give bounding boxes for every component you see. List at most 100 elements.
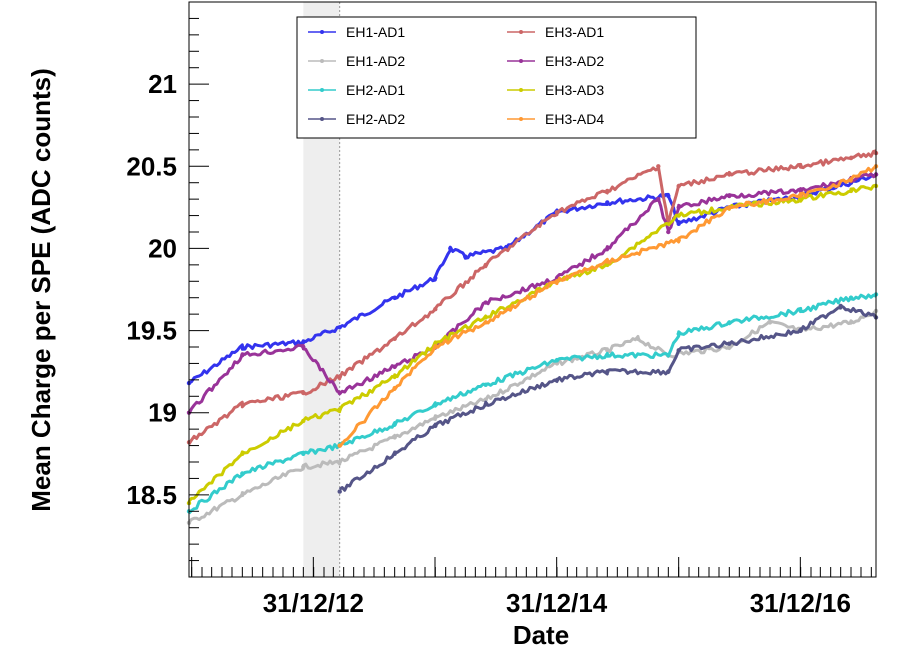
series-line-eh2-ad1 [187,293,877,515]
series-point-eh2-ad2 [605,369,610,374]
plot-frame [188,1,877,578]
series-point-eh3-ad3 [798,196,803,202]
series-point-eh3-ad2 [656,196,661,202]
y-tick-label: 20 [148,233,177,263]
legend-marker-eh3-ad1 [519,30,523,34]
series-point-eh3-ad1 [392,336,397,341]
legend-label-eh3-ad4: EH3-AD4 [545,111,604,127]
legend-marker-eh2-ad1 [320,88,324,92]
series-point-eh1-ad2 [727,344,732,350]
series-point-eh2-ad2 [433,423,438,429]
series-point-eh3-ad4 [848,177,854,182]
x-tick-label: 31/12/14 [506,588,608,618]
series-point-eh3-ad1 [483,262,488,268]
series-point-eh3-ad4 [727,205,732,210]
series-point-eh2-ad2 [838,303,843,309]
series-point-eh1-ad2 [767,320,773,325]
series-point-eh3-ad2 [240,353,245,358]
series-point-eh3-ad4 [337,443,342,448]
series-point-eh3-ad3 [605,262,610,268]
series-line-eh3-ad3 [187,183,877,503]
series-point-eh2-ad1 [848,295,854,300]
series-point-eh3-ad2 [666,229,671,235]
series-point-eh3-ad3 [337,407,342,412]
series-point-eh1-ad2 [635,336,641,341]
y-tick-label: 19 [148,398,177,428]
series-point-eh3-ad1 [337,374,342,379]
series-point-eh3-ad1 [554,210,560,215]
series-point-eh1-ad2 [337,459,342,465]
series-point-eh3-ad4 [676,238,681,243]
series-point-eh3-ad2 [483,300,488,305]
series-point-eh1-ad1 [676,221,681,226]
series-layer [186,149,879,525]
legend-marker-eh1-ad2 [320,59,324,63]
series-point-eh3-ad4 [605,259,610,264]
series-point-eh3-ad2 [337,390,342,396]
legend-label-eh1-ad1: EH1-AD1 [346,24,405,40]
series-point-eh1-ad1 [301,339,306,345]
series-eh1-ad2 [186,308,879,525]
legend-marker-eh3-ad2 [519,59,523,63]
series-point-eh2-ad1 [392,422,397,427]
series-point-eh1-ad1 [392,295,397,300]
series-point-eh2-ad2 [483,402,488,407]
series-eh3-ad4 [337,164,879,448]
series-point-eh1-ad2 [240,492,245,498]
legend-label-eh2-ad1: EH2-AD1 [346,82,405,98]
legend-marker-eh3-ad3 [519,88,523,92]
series-point-eh3-ad1 [848,155,854,161]
series-point-eh3-ad4 [433,344,438,350]
series-point-eh3-ad3 [676,213,681,218]
series-point-eh1-ad1 [605,200,610,205]
series-point-eh2-ad1 [554,357,560,363]
series-point-eh3-ad2 [676,205,681,210]
series-point-eh3-ad4 [554,279,560,284]
y-tick-label: 21 [148,69,177,99]
series-point-eh2-ad2 [666,369,671,374]
series-point-eh2-ad1 [676,331,681,337]
series-point-eh3-ad2 [727,193,732,199]
x-axis-title: Date [513,620,569,650]
series-point-eh1-ad1 [463,254,468,259]
series-eh3-ad3 [186,183,879,506]
series-point-eh3-ad1 [605,188,610,194]
legend-label-eh3-ad2: EH3-AD2 [545,53,604,69]
series-point-eh3-ad3 [301,418,306,424]
legend-label-eh2-ad2: EH2-AD2 [346,111,405,127]
series-point-eh3-ad1 [798,164,803,169]
y-tick-label: 19.5 [126,316,177,346]
series-point-eh2-ad1 [605,353,610,358]
series-point-eh2-ad1 [666,353,671,358]
series-point-eh3-ad3 [240,451,245,456]
series-point-eh2-ad2 [554,377,560,383]
y-axis-title: Mean Charge per SPE (ADC counts) [26,68,56,512]
series-point-eh2-ad2 [392,451,397,456]
legend-marker-eh3-ad4 [519,117,523,121]
series-point-eh1-ad2 [433,415,438,420]
series-point-eh1-ad2 [605,348,610,353]
series-point-eh2-ad1 [727,320,732,325]
series-point-eh1-ad1 [666,193,671,199]
legend-marker-eh2-ad2 [320,117,324,121]
legend: EH1-AD1 EH1-AD2 EH2-AD1 EH2-AD2 EH3-AD1 EH3-A… [296,16,697,139]
series-point-eh2-ad1 [240,471,245,476]
series-point-eh3-ad1 [433,307,438,312]
y-tick-label: 18.5 [126,480,177,510]
legend-label-eh3-ad3: EH3-AD3 [545,82,604,98]
series-point-eh3-ad3 [392,374,397,379]
series-point-eh1-ad2 [392,435,397,440]
series-point-eh1-ad2 [301,464,306,470]
series-eh3-ad1 [186,149,879,445]
series-point-eh3-ad1 [240,402,245,407]
tick-label-layer: 18.5 19 19.5 20 20.5 21 31/12/12 31/12/14 31/12/… [126,69,851,618]
series-point-eh2-ad2 [337,489,342,494]
x-tick-label: 31/12/12 [263,588,364,618]
series-point-eh1-ad1 [240,344,245,350]
series-point-eh2-ad1 [301,451,306,456]
series-line-eh1-ad2 [187,309,878,524]
series-point-eh3-ad2 [392,364,397,369]
series-point-eh3-ad1 [676,183,681,189]
series-point-eh1-ad1 [448,246,453,251]
